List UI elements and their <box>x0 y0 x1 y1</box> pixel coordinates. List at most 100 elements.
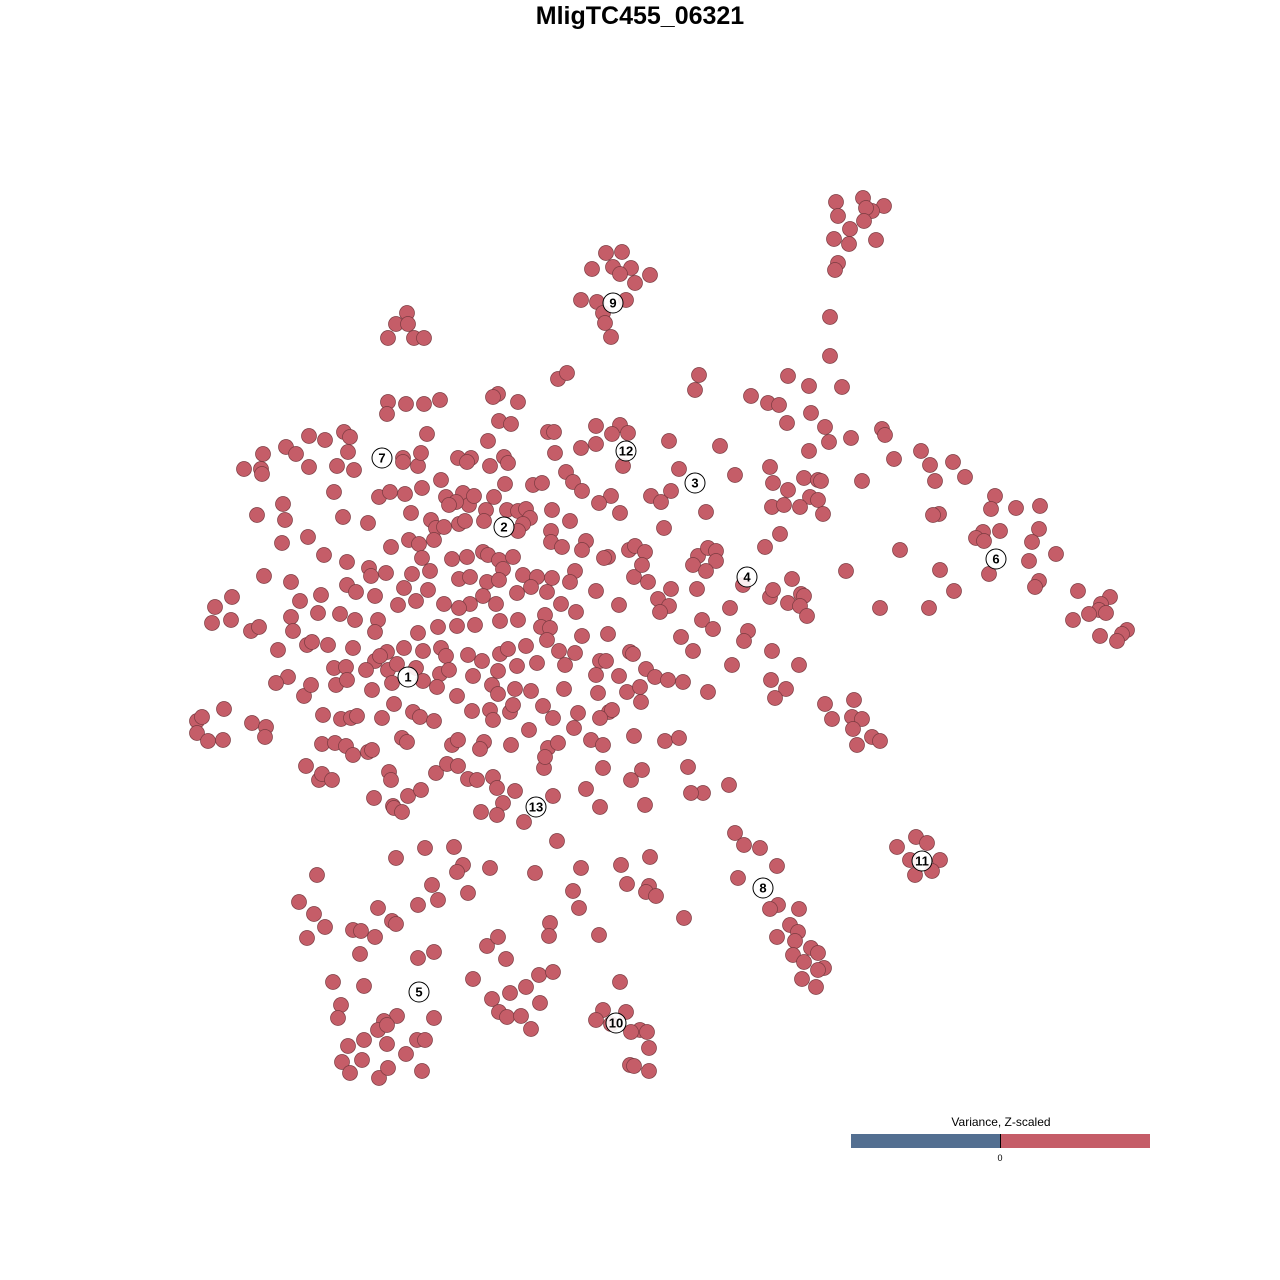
data-point <box>513 1008 529 1024</box>
data-point <box>822 309 838 325</box>
data-point <box>689 581 705 597</box>
data-point <box>384 675 400 691</box>
data-point <box>521 722 537 738</box>
data-point <box>623 772 639 788</box>
cluster-label-text: 4 <box>743 570 751 585</box>
data-point <box>598 245 614 261</box>
data-point <box>921 600 937 616</box>
data-point <box>612 505 628 521</box>
data-point <box>503 737 519 753</box>
data-point <box>388 916 404 932</box>
data-point <box>549 833 565 849</box>
data-point <box>590 685 606 701</box>
data-point <box>554 539 570 555</box>
data-point <box>429 679 445 695</box>
data-point <box>567 645 583 661</box>
data-point <box>838 563 854 579</box>
cluster-label-text: 1 <box>404 670 411 685</box>
data-point <box>472 741 488 757</box>
data-point <box>505 697 521 713</box>
cluster-label-badge <box>493 516 515 538</box>
data-point <box>396 640 412 656</box>
data-point <box>596 550 612 566</box>
data-point <box>492 613 508 629</box>
data-point <box>546 424 562 440</box>
data-point <box>791 901 807 917</box>
data-point <box>671 730 687 746</box>
data-point <box>426 944 442 960</box>
data-point <box>200 733 216 749</box>
data-point <box>474 653 490 669</box>
data-point <box>370 900 386 916</box>
data-point <box>469 772 485 788</box>
data-point <box>762 459 778 475</box>
data-point <box>801 378 817 394</box>
data-point <box>347 612 363 628</box>
data-point <box>523 579 539 595</box>
data-point <box>490 929 506 945</box>
data-point <box>473 804 489 820</box>
data-point <box>571 900 587 916</box>
data-point <box>410 625 426 641</box>
data-point <box>556 681 572 697</box>
cluster-label: 3 <box>684 472 706 494</box>
data-point <box>573 292 589 308</box>
cluster-label-badge <box>605 1012 627 1034</box>
data-point <box>340 444 356 460</box>
data-point <box>611 668 627 684</box>
cluster-label: 1 <box>397 666 419 688</box>
data-point <box>778 681 794 697</box>
data-point <box>573 860 589 876</box>
data-point <box>491 572 507 588</box>
data-point <box>685 557 701 573</box>
data-point <box>254 466 270 482</box>
data-point <box>298 758 314 774</box>
data-point <box>600 626 616 642</box>
data-point <box>803 405 819 421</box>
cluster-label-text: 5 <box>415 985 422 1000</box>
data-point <box>776 497 792 513</box>
data-point <box>633 694 649 710</box>
data-point <box>762 901 778 917</box>
data-point <box>485 389 501 405</box>
data-point <box>476 513 492 529</box>
data-point <box>400 316 416 332</box>
data-point <box>872 733 888 749</box>
data-point <box>925 507 941 523</box>
data-point <box>769 929 785 945</box>
data-point <box>849 737 865 753</box>
data-point <box>620 425 636 441</box>
cluster-label: 11 <box>911 850 933 872</box>
data-point <box>411 536 427 552</box>
data-point <box>824 711 840 727</box>
data-point <box>827 262 843 278</box>
cluster-label-badge <box>911 850 933 872</box>
data-point <box>236 461 252 477</box>
data-point <box>502 985 518 1001</box>
data-point <box>500 455 516 471</box>
data-point <box>363 568 379 584</box>
data-point <box>1092 628 1108 644</box>
data-point <box>379 1017 395 1033</box>
data-point <box>927 473 943 489</box>
cluster-label-badge <box>408 981 430 1003</box>
data-point <box>541 928 557 944</box>
data-point <box>449 864 465 880</box>
data-point <box>414 550 430 566</box>
data-point <box>414 480 430 496</box>
data-point <box>856 213 872 229</box>
data-point <box>639 1024 655 1040</box>
data-point <box>367 929 383 945</box>
data-point <box>334 1054 350 1070</box>
data-point <box>810 962 826 978</box>
data-point <box>808 979 824 995</box>
data-point <box>547 445 563 461</box>
data-point <box>510 394 526 410</box>
data-point <box>256 568 272 584</box>
data-point <box>317 432 333 448</box>
cluster-label-badge <box>736 566 758 588</box>
data-point <box>309 867 325 883</box>
data-point <box>813 473 829 489</box>
cluster-label-text: 12 <box>619 444 633 459</box>
cluster-label: 4 <box>736 566 758 588</box>
